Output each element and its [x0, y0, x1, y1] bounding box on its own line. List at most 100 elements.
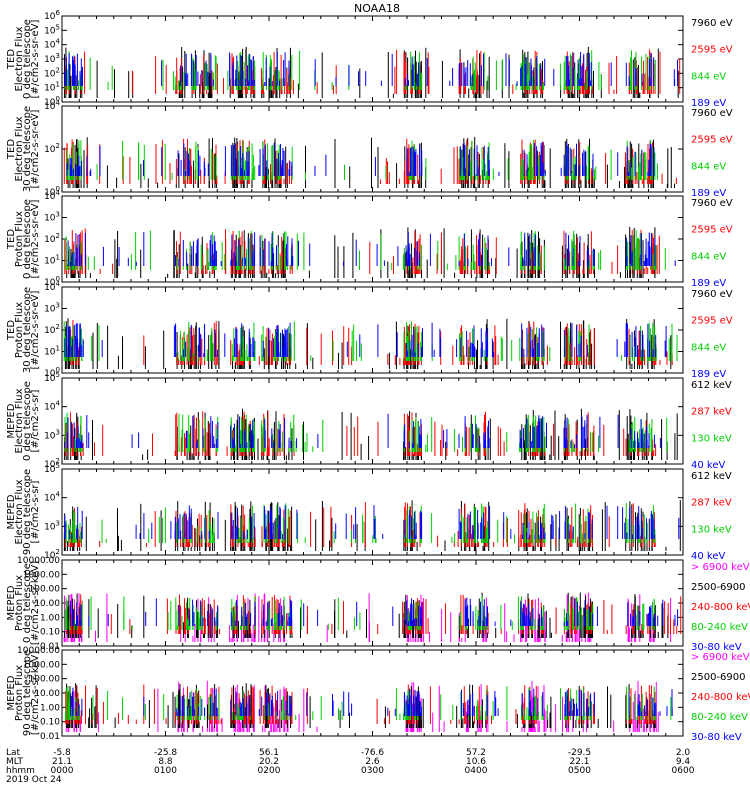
y-tick-label: 10.00 — [34, 689, 60, 699]
y-axis-label-line: TED — [6, 229, 17, 250]
y-tick-label: 0.10 — [40, 628, 60, 638]
series-legend-label: 844 eV — [691, 161, 726, 172]
y-tick-label: 102 — [44, 142, 60, 155]
series-legend-label: 2595 eV — [691, 135, 733, 146]
chart-title: NOAA18 — [354, 2, 400, 15]
y-tick-label: 0.01 — [40, 732, 60, 742]
series-legend-label: 30-80 keV — [691, 732, 742, 743]
series-marks — [64, 51, 678, 86]
y-tick-label: 103 — [44, 519, 60, 532]
y-tick-label: 1.00 — [40, 613, 60, 623]
series-marks — [64, 505, 680, 539]
y-axis-label-line: Electron Flux — [14, 479, 25, 544]
y-tick-label: 104 — [44, 400, 60, 413]
y-tick-label: 104 — [44, 38, 60, 51]
y-tick-label: 1.00 — [40, 703, 60, 713]
y-tick-label: 101 — [44, 345, 60, 358]
y-axis-label-line: [#/cm2-s-sr-eV] — [30, 290, 41, 369]
y-tick-label: 0.01 — [40, 642, 60, 652]
series-legend-label: > 6900 keV — [691, 652, 750, 663]
y-axis-label-line: 90 deg telescope — [22, 650, 33, 736]
series-marks — [64, 228, 660, 274]
y-axis-label-line: TED — [6, 49, 17, 70]
series-legend-label: 2500-6900 — [691, 672, 746, 683]
y-tick-label: 103 — [44, 211, 60, 224]
series-marks — [70, 597, 679, 626]
series-marks — [65, 230, 666, 270]
series-legend-label: 287 keV — [691, 407, 732, 418]
series-legend-label: 7960 eV — [691, 198, 733, 209]
series-legend-label: 2595 eV — [691, 45, 733, 56]
series-legend-label: 130 keV — [691, 433, 732, 444]
y-tick-label: 105 — [44, 23, 60, 36]
y-tick-label: 104 — [44, 491, 60, 504]
y-axis-label-line: MEPED — [6, 675, 17, 710]
y-axis-label-line: [#/cm2-s-sr-keV] — [30, 561, 41, 645]
series-legend-label: 844 eV — [691, 71, 726, 82]
series-legend-label: 189 eV — [691, 278, 726, 289]
y-axis-label-line: TED — [6, 139, 17, 160]
y-axis-label-line: Electron Flux — [14, 116, 25, 181]
y-axis-label-line: 30 deg telescope — [22, 106, 33, 192]
series-marks — [64, 408, 678, 460]
y-tick-label: 102 — [44, 232, 60, 245]
y-axis-label-line: 0 deg telescope — [22, 563, 33, 643]
series-legend-label: 2595 eV — [691, 225, 733, 236]
y-tick-label: 1000.00 — [23, 570, 60, 580]
y-tick-label: 100.00 — [29, 585, 61, 595]
series-legend-label: 40 keV — [691, 460, 725, 471]
y-tick-label: 1000.00 — [23, 660, 60, 670]
series-legend-label: 189 eV — [691, 369, 726, 380]
series-marks — [63, 138, 677, 184]
y-axis-label-line: [#/cm2-s-sr] — [30, 480, 41, 543]
series-legend-label: 612 keV — [691, 380, 732, 391]
y-tick-label: 10000.00 — [17, 556, 60, 566]
series-legend-label: 612 keV — [691, 471, 732, 482]
series-marks — [64, 596, 655, 630]
y-axis-label-line: [#/cm2-s-sr-keV] — [30, 651, 41, 735]
series-marks — [63, 321, 678, 361]
series-marks — [64, 413, 661, 448]
series-marks — [64, 412, 668, 452]
y-axis-label-line: [#/cm2-s-sr] — [30, 389, 41, 452]
series-legend-label: 30-80 keV — [691, 642, 742, 653]
series-legend-label: 7960 eV — [691, 289, 733, 300]
y-tick-label: 103 — [44, 302, 60, 315]
y-axis-label-line: Proton Flux — [14, 302, 25, 358]
series-legend-label: 80-240 keV — [691, 712, 748, 723]
series-legend-label: 240-800 keV — [691, 602, 750, 613]
panel-8: 0.01 0.10 1.00 10.00 100.00 1000.00 10000.00 ME… — [6, 646, 750, 743]
y-tick-label: 10000.00 — [17, 646, 60, 656]
series-legend-label: 80-240 keV — [691, 622, 748, 633]
y-axis-label-line: MEPED — [6, 585, 17, 620]
panel-frame — [61, 649, 684, 737]
series-legend-label: 40 keV — [691, 551, 725, 562]
series-marks — [67, 232, 676, 266]
series-legend-label: > 6900 keV — [691, 562, 750, 573]
y-axis-label-line: 0 deg telescope — [22, 199, 33, 279]
y-tick-label: 101 — [44, 81, 60, 94]
y-axis-label-line: 0 deg telescope — [22, 381, 33, 461]
series-legend-label: 7960 eV — [691, 18, 733, 29]
y-axis-label-line: Proton Flux — [14, 575, 25, 631]
y-tick-label: 102 — [44, 323, 60, 336]
y-tick-label: 101 — [44, 254, 60, 267]
series-marks — [70, 319, 673, 365]
y-axis-label-line: Proton Flux — [14, 211, 25, 267]
y-axis-label-line: Electron Flux — [14, 388, 25, 453]
y-tick-label: 103 — [44, 52, 60, 65]
y-axis-label-line: Electron Flux — [14, 26, 25, 91]
panel-7: 0.01 0.10 1.00 10.00 100.00 1000.00 10000.00 ME… — [6, 556, 750, 653]
series-legend-label: 844 eV — [691, 251, 726, 262]
y-axis-label-line: [#/cm2-s-sr-eV] — [30, 19, 41, 98]
series-marks — [64, 322, 667, 357]
series-legend-label: 189 eV — [691, 98, 726, 109]
y-axis-label-line: Proton Flux — [14, 665, 25, 721]
y-axis-label-line: MEPED — [6, 494, 17, 529]
y-axis-label-line: 90 deg telescope — [22, 469, 33, 555]
